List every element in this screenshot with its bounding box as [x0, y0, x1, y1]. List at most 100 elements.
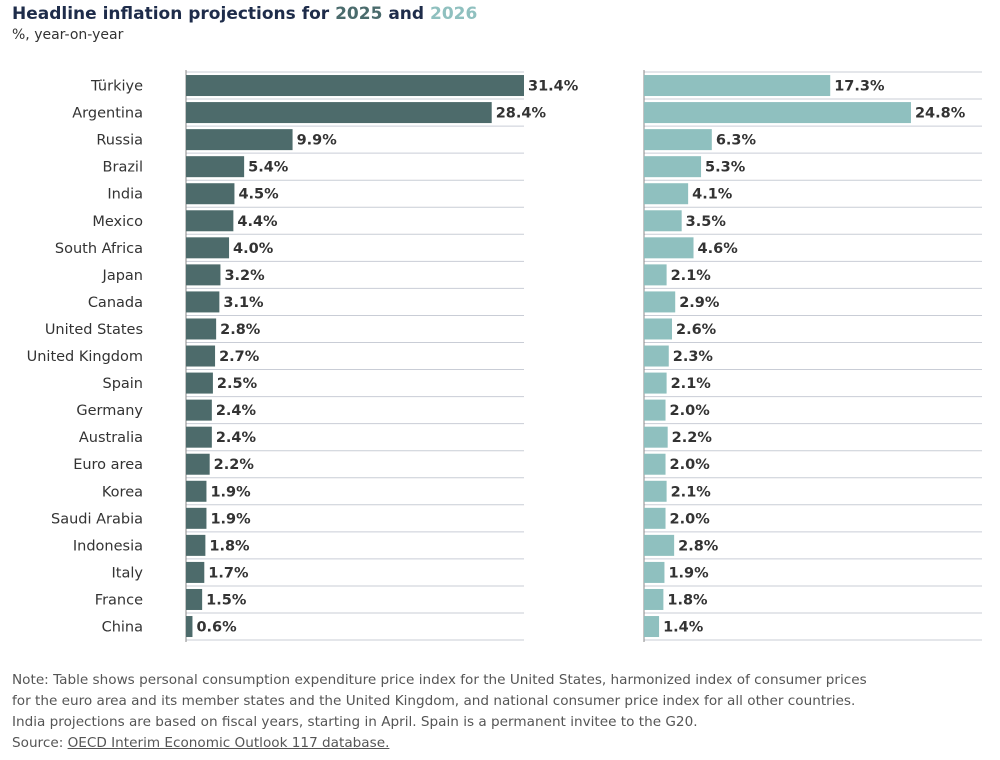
category-label: South Africa: [55, 241, 143, 257]
footnote: Note: Table shows personal consumption e…: [12, 670, 987, 754]
category-label: China: [102, 620, 143, 636]
bar-2025: [186, 129, 293, 151]
bar-2025: [186, 588, 203, 610]
category-label: Korea: [102, 484, 143, 500]
value-label-2026: 2.2%: [672, 430, 713, 446]
category-label: Australia: [79, 430, 143, 446]
value-label-2026: 24.8%: [915, 106, 966, 122]
bar-2026: [644, 399, 666, 421]
value-label-2026: 2.1%: [671, 268, 712, 284]
bar-2026: [644, 210, 682, 232]
source-line: Source: OECD Interim Economic Outlook 11…: [12, 733, 987, 754]
category-label: Spain: [102, 376, 143, 392]
source-link[interactable]: OECD Interim Economic Outlook 117 databa…: [67, 735, 390, 751]
bar-2025: [186, 453, 210, 475]
category-label: Russia: [96, 133, 143, 149]
bar-2026: [644, 453, 666, 475]
value-label-2025: 9.9%: [297, 133, 338, 149]
category-label: Brazil: [103, 160, 143, 176]
value-label-2025: 5.4%: [248, 160, 289, 176]
chart-title: Headline inflation projections for 2025 …: [12, 4, 477, 24]
value-label-2026: 2.9%: [679, 295, 720, 311]
bar-2026: [644, 291, 676, 313]
source-label: Source:: [12, 735, 68, 751]
bar-2025: [186, 372, 213, 394]
category-label: Italy: [112, 565, 144, 581]
category-label: United States: [45, 322, 143, 338]
bar-2026: [644, 102, 911, 124]
bar-2025: [186, 480, 207, 502]
value-label-2025: 3.1%: [223, 295, 264, 311]
bar-2025: [186, 183, 235, 205]
value-label-2025: 0.6%: [196, 620, 237, 636]
bar-2025: [186, 561, 205, 583]
category-label: Canada: [88, 295, 143, 311]
bar-2025: [186, 210, 234, 232]
category-label: Euro area: [73, 457, 143, 473]
value-label-2026: 1.8%: [667, 592, 708, 608]
bar-2026: [644, 616, 660, 638]
value-label-2025: 2.4%: [216, 430, 257, 446]
bar-2026: [644, 372, 667, 394]
bar-2025: [186, 616, 193, 638]
bar-2026: [644, 588, 664, 610]
bar-2025: [186, 291, 220, 313]
category-label: India: [107, 187, 143, 203]
bar-2026: [644, 156, 702, 178]
category-label: Türkiye: [90, 79, 143, 95]
value-label-2025: 2.5%: [217, 376, 258, 392]
note-line-1: Note: Table shows personal consumption e…: [12, 672, 867, 688]
category-label: Argentina: [72, 106, 143, 122]
value-label-2025: 2.4%: [216, 403, 257, 419]
bar-2026: [644, 264, 667, 286]
category-label: United Kingdom: [27, 349, 143, 365]
bar-2025: [186, 345, 216, 367]
bar-2026: [644, 507, 666, 529]
bar-2025: [186, 318, 217, 340]
bar-2025: [186, 264, 221, 286]
value-label-2025: 2.7%: [219, 349, 260, 365]
bar-2026: [644, 75, 831, 97]
value-label-2025: 1.9%: [210, 511, 251, 527]
chart-subtitle: %, year-on-year: [12, 27, 124, 43]
title-year-2025: 2025: [335, 4, 383, 24]
category-label: Germany: [76, 403, 143, 419]
value-label-2026: 2.3%: [673, 349, 714, 365]
bar-2025: [186, 102, 492, 124]
value-label-2025: 4.4%: [237, 214, 278, 230]
note-line-2: for the euro area and its member states …: [12, 693, 856, 709]
category-label: Saudi Arabia: [51, 511, 143, 527]
value-label-2026: 3.5%: [686, 214, 727, 230]
value-label-2026: 17.3%: [834, 79, 885, 95]
bar-2026: [644, 318, 672, 340]
bar-2025: [186, 534, 206, 556]
value-label-2025: 4.5%: [238, 187, 279, 203]
value-label-2025: 2.8%: [220, 322, 261, 338]
value-label-2026: 2.8%: [678, 538, 719, 554]
bar-2026: [644, 345, 669, 367]
value-label-2025: 1.7%: [208, 565, 249, 581]
bar-2025: [186, 237, 230, 259]
value-label-2026: 2.0%: [670, 457, 711, 473]
value-label-2026: 5.3%: [705, 160, 746, 176]
value-label-2025: 28.4%: [496, 106, 547, 122]
bar-2026: [644, 561, 665, 583]
category-label: Japan: [102, 268, 143, 284]
title-mid: and: [382, 4, 430, 24]
value-label-2025: 1.9%: [210, 484, 251, 500]
bar-2025: [186, 426, 212, 448]
category-label: France: [95, 592, 143, 608]
value-label-2026: 4.1%: [692, 187, 733, 203]
title-prefix: Headline inflation projections for: [12, 4, 336, 24]
value-label-2026: 2.0%: [670, 511, 711, 527]
value-label-2026: 2.1%: [671, 484, 712, 500]
bar-2025: [186, 75, 524, 97]
bar-2026: [644, 426, 668, 448]
bar-2026: [644, 237, 694, 259]
value-label-2026: 4.6%: [698, 241, 739, 257]
bar-2026: [644, 183, 689, 205]
note-line-3: India projections are based on fiscal ye…: [12, 714, 698, 730]
value-label-2025: 1.5%: [206, 592, 247, 608]
value-label-2026: 2.1%: [671, 376, 712, 392]
value-label-2026: 2.0%: [670, 403, 711, 419]
